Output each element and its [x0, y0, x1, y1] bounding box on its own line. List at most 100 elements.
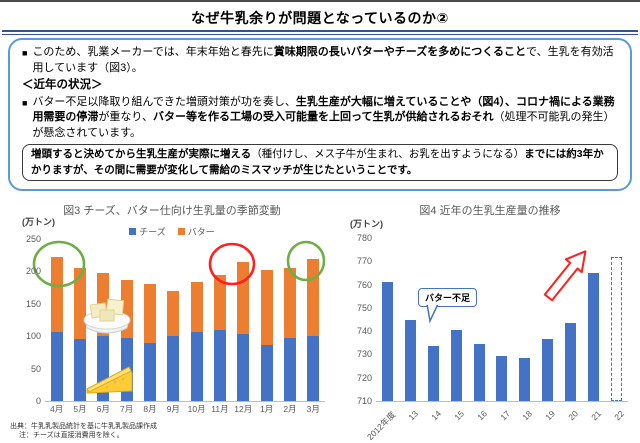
fig3-ytick-50: 50 [30, 363, 41, 374]
fig3-segment-チーズ [237, 333, 250, 401]
fig4-bar-rect [450, 330, 462, 401]
fig4-ytick-760: 760 [356, 279, 372, 290]
fig3-xlabel-1月: 1月 [260, 404, 274, 414]
fig3-xlabel-3月: 3月 [306, 404, 320, 414]
fig4-bars [376, 238, 628, 401]
fig4-xlabel-17: 17 [497, 408, 512, 423]
fig4-plot-area: バター不足 710 720 730 740 750 760 770 780 [357, 233, 628, 406]
fig3-ytick-100: 100 [25, 331, 41, 342]
fig3-xlabel-7月: 7月 [120, 404, 134, 414]
fig3-ytick-200: 200 [25, 266, 41, 277]
fig3-plot-area: 0 50 100 150 200 250 [26, 234, 326, 406]
bullet-square-icon: ■ [22, 97, 28, 108]
fig3-bars [45, 239, 325, 401]
fig3-ytick-0: 0 [35, 396, 41, 406]
fig4-bar-17 [491, 238, 514, 401]
fig4-ytick-730: 730 [356, 349, 372, 360]
fig3-segment-バター [97, 273, 110, 337]
fig3-xlabel-2月: 2月 [283, 404, 297, 414]
fig3-legend-チーズ: チーズ [129, 225, 166, 238]
bullet-item-1: ■ このため、乳業メーカーでは、年末年始と春先に賞味期限の長いバターやチーズを多… [22, 45, 618, 76]
fig4-bar-rect [565, 323, 577, 401]
fig3-bar-5月 [68, 239, 91, 401]
fig3-bar-6月 [92, 239, 115, 401]
fig3-xlabel-12月: 12月 [234, 404, 253, 414]
legend-swatch-icon [177, 228, 185, 235]
fig3-xlabel-8月: 8月 [143, 404, 157, 414]
bullet-item-2: ■ バター不足以降取り組んできた増頭対策が功を奏し、生乳生産が大幅に増えているこ… [22, 95, 618, 142]
legend-swatch-icon [129, 228, 137, 235]
fig4-bar-2012年度 [376, 238, 399, 401]
fig4-bar-14 [422, 238, 445, 401]
legend-label: チーズ [139, 227, 166, 237]
fig3-segment-バター [167, 290, 180, 337]
fig3-segment-バター [213, 274, 226, 330]
bullet-1-text: このため、乳業メーカーでは、年末年始と春先に賞味期限の長いバターやチーズを多めに… [32, 46, 614, 74]
fig4-ytick-770: 770 [356, 256, 372, 267]
fig3-segment-バター [50, 257, 63, 332]
fig4-xlabel-18: 18 [520, 408, 535, 423]
fig3-bar-3月 [302, 239, 325, 401]
fig4-bar-19 [536, 238, 559, 401]
fig4-bar-rect [519, 357, 531, 401]
footnotes: 出典：牛乳乳製品統計を基に牛乳乳製品課作成 注：チーズは直接消費用を除く。 [10, 422, 157, 441]
fig3-segment-チーズ [73, 339, 86, 401]
fig3-bar-9月 [162, 239, 185, 401]
figure-4-chart: 図4 近年の生乳生産量の推移 (万トン) バター不足 710 720 730 740 7… [342, 200, 638, 443]
fig4-x-axis-labels: 2012年度 13 14 15 16 17 18 19 20 21 22 [364, 404, 628, 442]
fig3-xlabel-10月: 10月 [187, 404, 206, 414]
fig4-ytick-750: 750 [356, 302, 372, 313]
fig4-bar-20 [559, 238, 582, 401]
fig3-segment-バター [260, 269, 273, 346]
bullet-2-text: バター不足以降取り組んできた増頭対策が功を奏し、生乳生産が大幅に増えていることや… [32, 95, 615, 139]
fig3-bar-7月 [115, 239, 138, 401]
fig3-xlabel-9月: 9月 [166, 404, 180, 414]
fig3-segment-バター [143, 284, 156, 343]
fig3-segment-チーズ [50, 331, 63, 401]
fig3-segment-バター [283, 268, 296, 338]
fig3-ytick-150: 150 [25, 298, 41, 309]
fig3-segment-バター [120, 279, 133, 339]
fig4-bar-15 [445, 238, 468, 401]
fig4-xlabel-2012年度: 2012年度 [364, 409, 397, 442]
fig4-bar-21 [582, 238, 605, 401]
fig3-legend: チーズ バター [6, 225, 338, 238]
fig3-bar-1月 [255, 239, 278, 401]
fig3-title: 図3 チーズ、バター仕向け生乳量の季節変動 [63, 205, 281, 217]
fig4-xlabel-19: 19 [543, 408, 558, 423]
fig3-segment-チーズ [213, 329, 226, 401]
fig3-xlabel-6月: 6月 [96, 404, 110, 414]
info-box: ■ このため、乳業メーカーでは、年末年始と春先に賞味期限の長いバターやチーズを多… [8, 38, 632, 191]
fig3-xlabel-5月: 5月 [73, 404, 87, 414]
cheese-note: 注：チーズは直接消費用を除く。 [19, 432, 124, 440]
fig4-bar-rect [496, 355, 508, 401]
fig3-unit-label: (万トン) [22, 217, 55, 227]
fig3-segment-チーズ [307, 335, 320, 401]
fig4-bar-rect [588, 272, 600, 401]
fig4-bar-rect [427, 346, 439, 401]
fig3-segment-バター [237, 261, 250, 334]
fig3-xlabel-4月: 4月 [50, 404, 64, 414]
fig4-xlabel-22: 22 [612, 408, 627, 423]
fig3-legend-バター: バター [177, 225, 215, 238]
butter-shortage-callout: バター不足 [418, 288, 478, 323]
fig4-xlabel-14: 14 [429, 408, 443, 423]
fig3-segment-チーズ [283, 337, 296, 401]
fig4-xlabel-13: 13 [406, 408, 420, 423]
fig4-bar-16 [468, 238, 491, 401]
fig4-xlabel-15: 15 [451, 408, 466, 423]
fig3-segment-チーズ [167, 336, 180, 401]
legend-label: バター [187, 227, 215, 237]
fig4-xlabel-20: 20 [566, 408, 581, 423]
fig3-bar-2月 [278, 239, 301, 401]
fig4-ytick-740: 740 [356, 326, 372, 337]
fig3-segment-チーズ [190, 332, 203, 401]
fig3-segment-チーズ [120, 338, 133, 401]
fig3-bar-10月 [185, 239, 208, 401]
fig4-bar-rect [404, 319, 416, 401]
fig4-bar-18 [513, 238, 536, 401]
fig4-ytick-780: 780 [356, 233, 372, 243]
source-note: 出典：牛乳乳製品統計を基に牛乳乳製品課作成 [10, 423, 157, 430]
fig3-segment-バター [190, 282, 203, 333]
